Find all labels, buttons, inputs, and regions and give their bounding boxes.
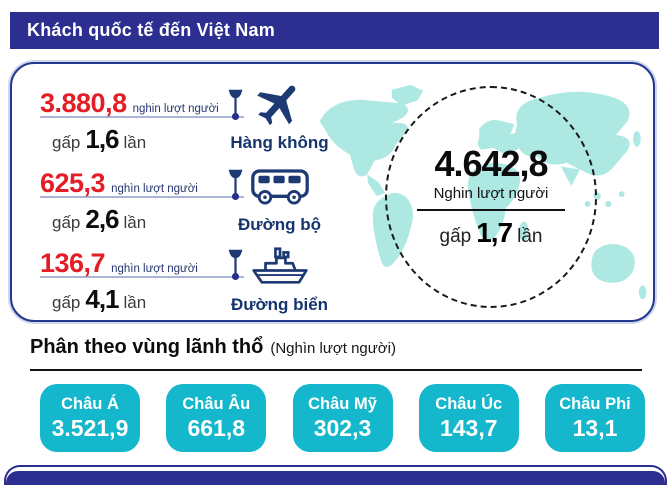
stat-road-unit: nghìn lượt người: [111, 183, 198, 195]
region-box-asia: Châu Á 3.521,9: [40, 384, 140, 452]
stat-sea-line: 136,7 nghìn lượt người: [40, 248, 244, 281]
total-value: 4.642,8: [434, 143, 548, 185]
growth-value: 1,7: [476, 216, 513, 248]
footer-bar-fill: [6, 471, 665, 485]
growth-prefix: gấp: [52, 293, 81, 312]
region-box-america: Châu Mỹ 302,3: [292, 384, 393, 452]
mode-road: Đường bộ: [217, 160, 342, 235]
region-box-europe: Châu Âu 661,8: [166, 384, 267, 452]
stat-air-growth: gấp 1,6 lần: [40, 124, 370, 155]
stat-road-growth: gấp 2,6 lần: [40, 204, 370, 235]
growth-value: 4,1: [85, 284, 119, 314]
pin-icon: [228, 249, 243, 281]
growth-value: 1,6: [85, 124, 119, 154]
regions-heading: Phân theo vùng lãnh thổ (Nghìn lượt ngườ…: [30, 336, 396, 359]
growth-suffix: lần: [123, 213, 147, 232]
stat-sea-unit: nghìn lượt người: [111, 263, 198, 275]
stat-sea: 136,7 nghìn lượt người gấp 4,1 lần: [40, 248, 370, 315]
region-label: Châu Úc: [435, 394, 503, 413]
mode-air-label: Hàng không: [230, 133, 329, 152]
growth-prefix: gấp: [439, 225, 472, 247]
region-box-africa: Châu Phi 13,1: [545, 384, 645, 452]
growth-prefix: gấp: [52, 133, 81, 152]
growth-suffix: lần: [517, 225, 543, 247]
footer-bar: [4, 465, 667, 485]
region-label: Châu Mỹ: [308, 394, 377, 413]
total-growth: gấp 1,7 lần: [440, 217, 543, 249]
world-map: 4.642,8 Nghin lượt người gấp 1,7 lần: [312, 78, 654, 314]
stat-air: 3.880,8 nghin lượt người gấp 1,6 lần: [40, 88, 370, 155]
arrivals-panel: 3.880,8 nghin lượt người gấp 1,6 lần Hàng …: [10, 62, 655, 322]
region-label: Châu Phi: [559, 394, 631, 413]
growth-prefix: gấp: [52, 213, 81, 232]
growth-value: 2,6: [85, 204, 119, 234]
total-unit: Nghin lượt người: [433, 184, 549, 202]
region-label: Châu Âu: [182, 394, 251, 413]
growth-suffix: lần: [123, 293, 147, 312]
stat-road-line: 625,3 nghìn lượt người: [40, 168, 244, 201]
region-value: 302,3: [313, 414, 372, 441]
growth-suffix: lần: [123, 133, 147, 152]
region-value: 13,1: [572, 414, 618, 441]
stat-air-unit: nghin lượt người: [132, 103, 219, 115]
mode-sea-label: Đường biển: [230, 295, 329, 314]
stat-air-value: 3.880,8: [40, 88, 127, 118]
region-label: Châu Á: [61, 394, 119, 413]
stat-air-line: 3.880,8 nghin lượt người: [40, 88, 244, 121]
region-box-oceania: Châu Úc 143,7: [418, 384, 519, 452]
regions-unit-note: (Nghìn lượt người): [270, 340, 396, 357]
page-title: Khách quốc tế đến Việt Nam: [27, 20, 275, 40]
mode-sea: Đường biển: [217, 240, 342, 315]
region-value: 661,8: [187, 414, 246, 441]
regions-divider: [30, 369, 642, 371]
regions-title: Phân theo vùng lãnh thổ: [30, 336, 264, 358]
pin-icon: [228, 169, 243, 201]
stat-road: 625,3 nghìn lượt người gấp 2,6 lần: [40, 168, 370, 235]
pin-icon: [228, 89, 243, 121]
stat-sea-growth: gấp 4,1 lần: [40, 284, 370, 315]
regions-row: Châu Á 3.521,9 Châu Âu 661,8 Châu Mỹ 302…: [40, 384, 645, 452]
region-value: 143,7: [439, 414, 498, 441]
title-bar: Khách quốc tế đến Việt Nam: [10, 12, 659, 49]
airplane-icon: [253, 78, 307, 130]
region-value: 3.521,9: [51, 414, 129, 441]
mode-air: Hàng không: [217, 78, 342, 153]
ship-icon: [251, 240, 309, 292]
mode-road-label: Đường bộ: [238, 215, 321, 234]
total-circle: 4.642,8 Nghin lượt người gấp 1,7 lần: [385, 86, 597, 308]
total-divider: [417, 208, 565, 211]
stat-sea-value: 136,7: [40, 248, 106, 278]
van-icon: [250, 160, 310, 212]
stat-road-value: 625,3: [40, 168, 106, 198]
